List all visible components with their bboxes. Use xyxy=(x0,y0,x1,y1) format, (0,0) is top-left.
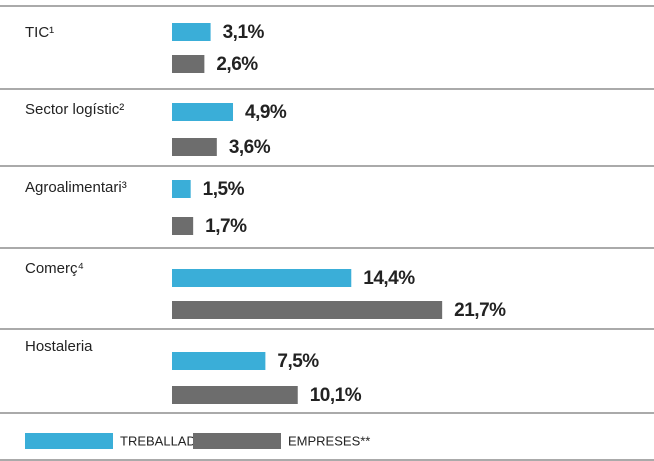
legend-swatch xyxy=(193,433,281,449)
bar xyxy=(172,217,194,235)
category-label: Agroalimentari³ xyxy=(25,179,127,196)
value-label: 3,1% xyxy=(223,22,265,43)
legend-swatch xyxy=(25,433,113,449)
value-label: 14,4% xyxy=(363,268,415,289)
bar xyxy=(172,55,205,73)
bar xyxy=(172,301,443,319)
bar xyxy=(172,103,234,121)
legend-label: EMPRESES** xyxy=(288,433,370,448)
value-label: 2,6% xyxy=(216,54,258,75)
value-label: 3,6% xyxy=(229,137,271,158)
value-label: 21,7% xyxy=(454,300,506,321)
value-label: 1,5% xyxy=(203,179,245,200)
category-label: Sector logístic² xyxy=(25,101,124,118)
value-label: 10,1% xyxy=(310,385,362,406)
bar xyxy=(172,269,352,287)
bar xyxy=(172,138,217,156)
value-label: 4,9% xyxy=(245,102,287,123)
bar xyxy=(172,180,191,198)
bar xyxy=(172,386,298,404)
category-label: Comerç⁴ xyxy=(25,260,84,277)
category-label: TIC¹ xyxy=(25,24,54,41)
category-label: Hostaleria xyxy=(25,338,93,355)
bar xyxy=(172,352,266,370)
bar xyxy=(172,23,211,41)
value-label: 1,7% xyxy=(205,216,247,237)
value-label: 7,5% xyxy=(277,351,319,372)
